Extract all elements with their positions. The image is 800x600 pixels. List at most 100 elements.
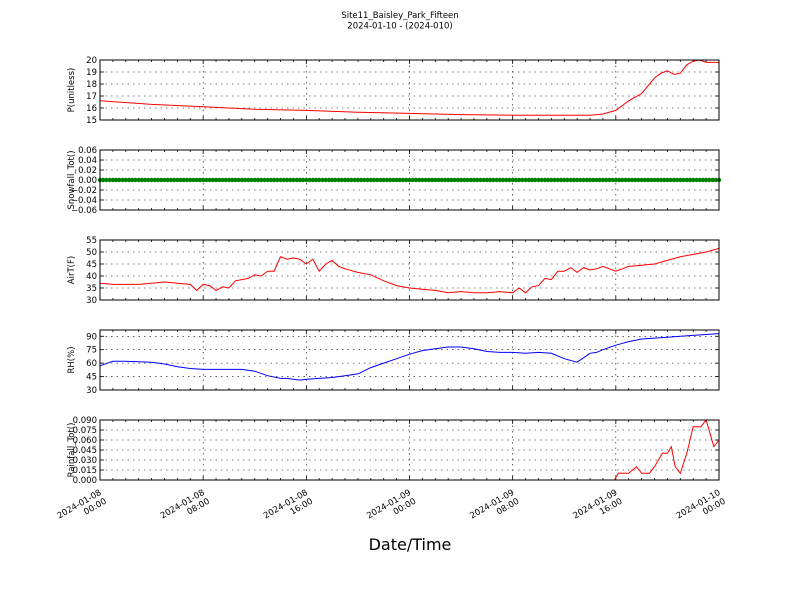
data-point bbox=[604, 177, 609, 183]
data-point bbox=[159, 177, 164, 183]
data-point bbox=[558, 177, 564, 183]
y-axis-label: Snowfall_Tot() bbox=[67, 150, 77, 209]
y-tick-label: 0.06 bbox=[78, 146, 97, 156]
data-point bbox=[703, 177, 709, 183]
data-point bbox=[375, 177, 380, 183]
y-tick-label: 0.015 bbox=[73, 466, 97, 476]
data-point bbox=[658, 177, 664, 183]
data-point bbox=[355, 177, 361, 183]
y-tick-label: 0.045 bbox=[73, 446, 97, 456]
data-point bbox=[568, 177, 573, 183]
x-axis-label: Date/Time bbox=[369, 535, 452, 554]
data-point bbox=[284, 177, 290, 183]
y-tick-label: 16 bbox=[86, 104, 97, 114]
data-point bbox=[304, 177, 309, 183]
data-point bbox=[149, 177, 154, 183]
data-point bbox=[413, 177, 419, 183]
series-line bbox=[100, 418, 720, 481]
data-point bbox=[204, 177, 209, 183]
data-point bbox=[239, 177, 245, 183]
data-point bbox=[591, 177, 596, 183]
data-point bbox=[639, 177, 644, 183]
data-point bbox=[600, 177, 606, 183]
data-point bbox=[636, 177, 641, 183]
y-tick-label: 50 bbox=[86, 248, 97, 258]
data-point bbox=[384, 177, 390, 183]
data-point bbox=[278, 177, 283, 183]
y-tick-label: 45 bbox=[86, 373, 97, 383]
data-point bbox=[349, 177, 354, 183]
data-point bbox=[429, 177, 435, 183]
data-point bbox=[320, 177, 325, 183]
data-point bbox=[388, 177, 393, 183]
data-point bbox=[633, 177, 638, 183]
data-point bbox=[110, 177, 116, 183]
y-tick-label: 17 bbox=[86, 92, 97, 102]
data-point bbox=[487, 177, 493, 183]
y-tick-label: 55 bbox=[86, 236, 97, 246]
data-point bbox=[446, 177, 451, 183]
data-point bbox=[281, 177, 286, 183]
data-point bbox=[439, 177, 444, 183]
data-point bbox=[655, 177, 660, 183]
data-point bbox=[504, 177, 509, 183]
series-line bbox=[99, 59, 719, 116]
y-tick-label: 30 bbox=[86, 386, 97, 396]
data-point bbox=[368, 177, 373, 183]
data-point bbox=[594, 177, 599, 183]
x-tick-labels: 2024-01-0800:00 2024-01-0808:00 2024-01-08… bbox=[56, 488, 728, 530]
data-point bbox=[700, 177, 706, 183]
data-point bbox=[162, 177, 167, 183]
panel-frame bbox=[99, 149, 720, 211]
y-tick-label: −0.02 bbox=[71, 186, 97, 196]
data-point bbox=[139, 177, 145, 183]
panels: 151617181920P(unitless)−0.06−0.04−0.020.… bbox=[67, 56, 722, 486]
x-tick-label: 2024-01-0908:00 bbox=[468, 488, 521, 530]
data-point bbox=[607, 177, 612, 183]
data-point bbox=[707, 177, 712, 183]
data-point bbox=[346, 177, 351, 183]
y-tick-label: 0.04 bbox=[78, 156, 97, 166]
data-point bbox=[300, 177, 306, 183]
data-point bbox=[516, 177, 522, 183]
data-point bbox=[246, 177, 251, 183]
data-point bbox=[126, 177, 132, 183]
data-point bbox=[478, 177, 483, 183]
x-tick-label: 2024-01-1000:00 bbox=[675, 488, 728, 530]
data-point bbox=[513, 177, 519, 183]
data-point bbox=[259, 177, 264, 183]
y-axis-label: RH(%) bbox=[67, 346, 77, 373]
y-tick-label: −0.06 bbox=[71, 206, 97, 216]
x-tick-label: 2024-01-0808:00 bbox=[159, 488, 212, 530]
data-point bbox=[249, 177, 254, 183]
data-point bbox=[378, 177, 383, 183]
data-point bbox=[213, 177, 219, 183]
data-point bbox=[552, 177, 557, 183]
data-point bbox=[242, 177, 248, 183]
data-point bbox=[687, 177, 693, 183]
chart-title: Site11_Baisley_Park_Fifteen bbox=[341, 11, 458, 21]
data-point bbox=[649, 177, 654, 183]
x-tick-label: 2024-01-0900:00 bbox=[365, 488, 418, 530]
data-point bbox=[329, 177, 335, 183]
data-point bbox=[233, 177, 238, 183]
data-point bbox=[268, 177, 274, 183]
data-point bbox=[104, 177, 109, 183]
data-point bbox=[226, 177, 232, 183]
data-point bbox=[674, 177, 680, 183]
data-point bbox=[597, 177, 602, 183]
x-tick-label: 2024-01-0916:00 bbox=[572, 488, 625, 530]
data-point bbox=[681, 177, 686, 183]
data-point bbox=[336, 177, 341, 183]
data-point bbox=[581, 177, 586, 183]
data-point bbox=[101, 177, 106, 183]
data-point bbox=[168, 177, 174, 183]
data-point bbox=[481, 177, 486, 183]
data-point bbox=[455, 177, 461, 183]
data-point bbox=[123, 177, 128, 183]
data-point bbox=[652, 177, 657, 183]
data-point bbox=[565, 177, 570, 183]
data-point bbox=[449, 177, 454, 183]
data-point bbox=[620, 177, 625, 183]
